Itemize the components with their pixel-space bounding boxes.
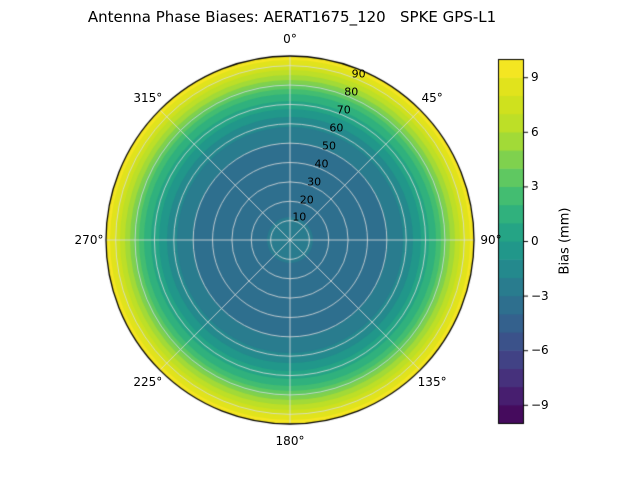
theta-tick-label: 315° xyxy=(133,90,163,105)
radial-tick-label: 20 xyxy=(299,193,314,207)
colorbar-tick-label: 0 xyxy=(531,234,539,248)
radial-tick-label: 60 xyxy=(329,121,344,135)
radial-tick-label: 80 xyxy=(344,85,359,99)
chart-title: Antenna Phase Biases: AERAT1675_120 SPKE… xyxy=(87,8,497,26)
theta-tick-label: 225° xyxy=(133,375,163,390)
theta-tick-label: 45° xyxy=(421,90,443,105)
colorbar-tick-label: 3 xyxy=(531,179,539,194)
theta-tick-label: 90° xyxy=(480,233,502,247)
colorbar-tick-label: −9 xyxy=(531,397,549,412)
colorbar-tick-label: −6 xyxy=(531,343,549,358)
theta-tick-label: 135° xyxy=(417,375,447,390)
radial-tick-label: 90 xyxy=(351,67,366,81)
colorbar-tick-label: −3 xyxy=(531,288,549,303)
colorbar-axis-label: Bias (mm) xyxy=(557,207,573,275)
theta-tick-label: 0° xyxy=(283,32,297,46)
radial-tick-label: 50 xyxy=(321,139,336,153)
radial-tick-label: 10 xyxy=(292,210,307,224)
radial-tick-label: 30 xyxy=(307,175,322,189)
theta-tick-label: 180° xyxy=(275,434,305,448)
colorbar-tick-label: 9 xyxy=(531,70,539,85)
theta-tick-label: 270° xyxy=(74,233,104,247)
radial-tick-label: 70 xyxy=(336,103,351,117)
colorbar-tick-label: 6 xyxy=(531,124,539,139)
radial-tick-label: 40 xyxy=(314,157,329,171)
